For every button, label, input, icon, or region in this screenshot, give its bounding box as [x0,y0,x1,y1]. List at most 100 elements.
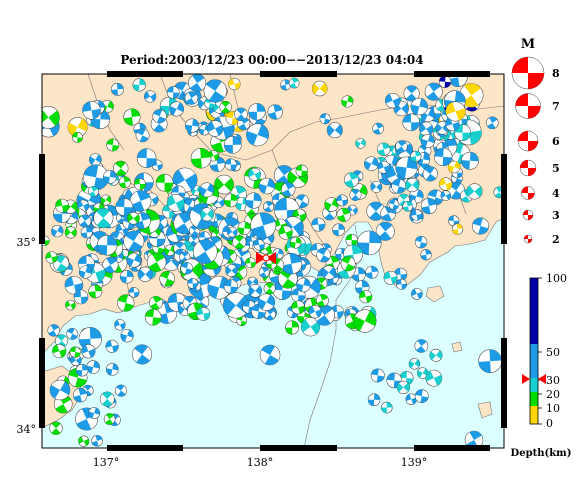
focal-mechanism [370,368,385,383]
focal-mechanism [438,75,452,88]
focal-mechanism [522,209,534,221]
focal-mechanism [190,147,212,169]
focal-mechanism [49,421,63,435]
period-title: Period:2003/12/23 00:00−−2013/12/23 04:0… [120,53,423,67]
focal-mechanism [180,262,193,275]
focal-mechanism [234,107,248,122]
x-axis: 137° 138° 139° [93,456,428,469]
focal-mechanism [411,288,423,300]
earthquake-mechanisms [42,74,504,448]
focal-mechanism [281,182,296,197]
target-event-marker [256,252,276,264]
focal-mechanism [385,92,401,109]
focal-mechanism [117,294,135,312]
focal-mechanism [51,224,64,238]
focal-mechanism [118,176,131,189]
focal-mechanism [280,253,303,275]
focal-mechanism [258,177,276,195]
focal-mechanism [267,104,283,120]
focal-mechanism [49,379,71,401]
focal-mechanism [72,131,83,143]
focal-mechanism [402,113,420,132]
focal-mechanism [127,211,140,225]
focal-mechanism [214,174,234,195]
focal-mechanism [91,435,103,447]
x-tick-label: 137° [93,456,120,469]
focal-mechanism [402,201,414,212]
focal-mechanism [132,344,153,365]
focal-mechanism [232,235,247,250]
focal-mechanism [410,150,422,162]
focal-mechanism [166,86,180,99]
focal-mechanism [245,192,262,209]
focal-mechanism [321,265,336,280]
focal-mechanism [115,198,134,216]
focal-mechanism [123,108,141,126]
focal-mechanism [424,82,443,101]
focal-mechanism [429,348,443,362]
focal-mechanism [381,401,393,414]
focal-mechanism [105,339,119,353]
depth-marker [522,374,546,384]
depth-color-band [530,406,538,424]
focal-mechanism [164,244,176,257]
focal-mechanism [106,138,120,152]
y-axis: 35° 34° [17,236,37,436]
magnitude-label: 5 [552,162,560,175]
focal-mechanism [102,170,117,184]
focal-mechanism [359,290,373,304]
focal-mechanism [405,393,417,405]
focal-mechanism [403,85,420,102]
focal-mechanism [410,209,423,221]
focal-mechanism [250,212,277,239]
focal-mechanism [353,309,377,333]
focal-mechanism [414,235,428,249]
focal-mechanism [200,207,214,222]
focal-mechanism [144,308,162,326]
focal-mechanism [78,435,90,447]
focal-mechanism [253,239,265,251]
focal-mechanism [103,413,116,425]
focal-mechanism [438,177,453,191]
depth-label: 10 [546,402,560,415]
focal-mechanism [111,82,124,96]
focal-mechanism [144,90,157,103]
focal-mechanism [137,266,153,282]
focal-mechanism [395,278,407,290]
magnitude-legend: M 8 7 6 5 4 3 2 [511,37,560,246]
focal-mechanism [410,97,428,116]
focal-mechanism [340,256,356,272]
focal-mechanism [425,369,443,387]
focal-mechanism [224,136,242,154]
focal-mechanism [445,101,466,122]
focal-mechanism [42,106,60,129]
focal-mechanism [257,293,276,311]
focal-mechanism [278,225,293,240]
focal-mechanism [461,151,479,170]
focal-mechanism [146,252,167,272]
focal-mechanism [414,339,429,353]
focal-mechanism [70,354,82,366]
focal-mechanism [377,142,391,156]
focal-mechanism [472,217,490,235]
focal-mechanism [440,190,452,201]
focal-mechanism [100,194,112,206]
focal-mechanism [511,56,545,90]
depth-color-band [530,344,538,378]
focal-mechanism [80,226,93,239]
focal-mechanism [69,346,81,358]
x-tick-label: 138° [247,456,274,469]
focal-mechanism [364,156,379,172]
depth-label: 0 [546,417,553,430]
focal-mechanism [259,344,281,366]
focal-mechanism [52,344,67,359]
focal-mechanism [67,117,88,138]
focal-mechanism [88,284,103,299]
focal-mechanism [225,264,238,277]
focal-mechanism [336,194,349,207]
focal-mechanism [375,221,395,241]
focal-mechanism [248,167,262,181]
focal-mechanism [517,130,539,152]
focal-mechanism [343,172,359,188]
